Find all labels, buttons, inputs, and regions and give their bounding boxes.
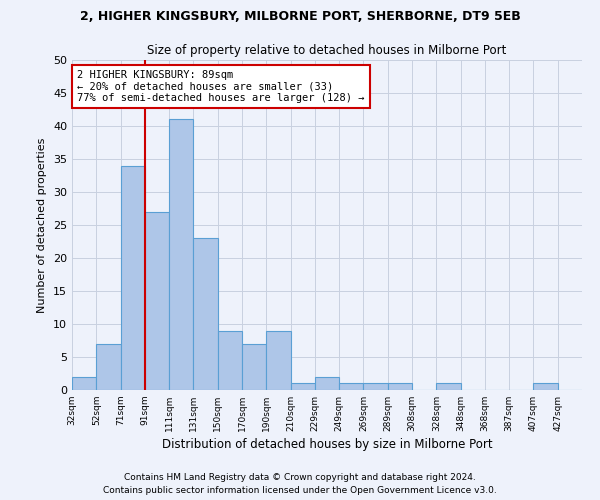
Y-axis label: Number of detached properties: Number of detached properties: [37, 138, 47, 312]
Bar: [169, 120, 193, 390]
Bar: [533, 384, 558, 390]
Bar: [339, 384, 364, 390]
Bar: [96, 344, 121, 390]
Bar: [121, 166, 145, 390]
Bar: [145, 212, 169, 390]
Bar: [388, 384, 412, 390]
Bar: [242, 344, 266, 390]
Bar: [364, 384, 388, 390]
Bar: [218, 330, 242, 390]
Bar: [315, 377, 339, 390]
X-axis label: Distribution of detached houses by size in Milborne Port: Distribution of detached houses by size …: [161, 438, 493, 451]
Bar: [266, 330, 290, 390]
Text: Contains HM Land Registry data © Crown copyright and database right 2024.
Contai: Contains HM Land Registry data © Crown c…: [103, 474, 497, 495]
Bar: [72, 377, 96, 390]
Bar: [290, 384, 315, 390]
Title: Size of property relative to detached houses in Milborne Port: Size of property relative to detached ho…: [148, 44, 506, 58]
Text: 2, HIGHER KINGSBURY, MILBORNE PORT, SHERBORNE, DT9 5EB: 2, HIGHER KINGSBURY, MILBORNE PORT, SHER…: [80, 10, 520, 23]
Bar: [436, 384, 461, 390]
Text: 2 HIGHER KINGSBURY: 89sqm
← 20% of detached houses are smaller (33)
77% of semi-: 2 HIGHER KINGSBURY: 89sqm ← 20% of detac…: [77, 70, 365, 103]
Bar: [193, 238, 218, 390]
